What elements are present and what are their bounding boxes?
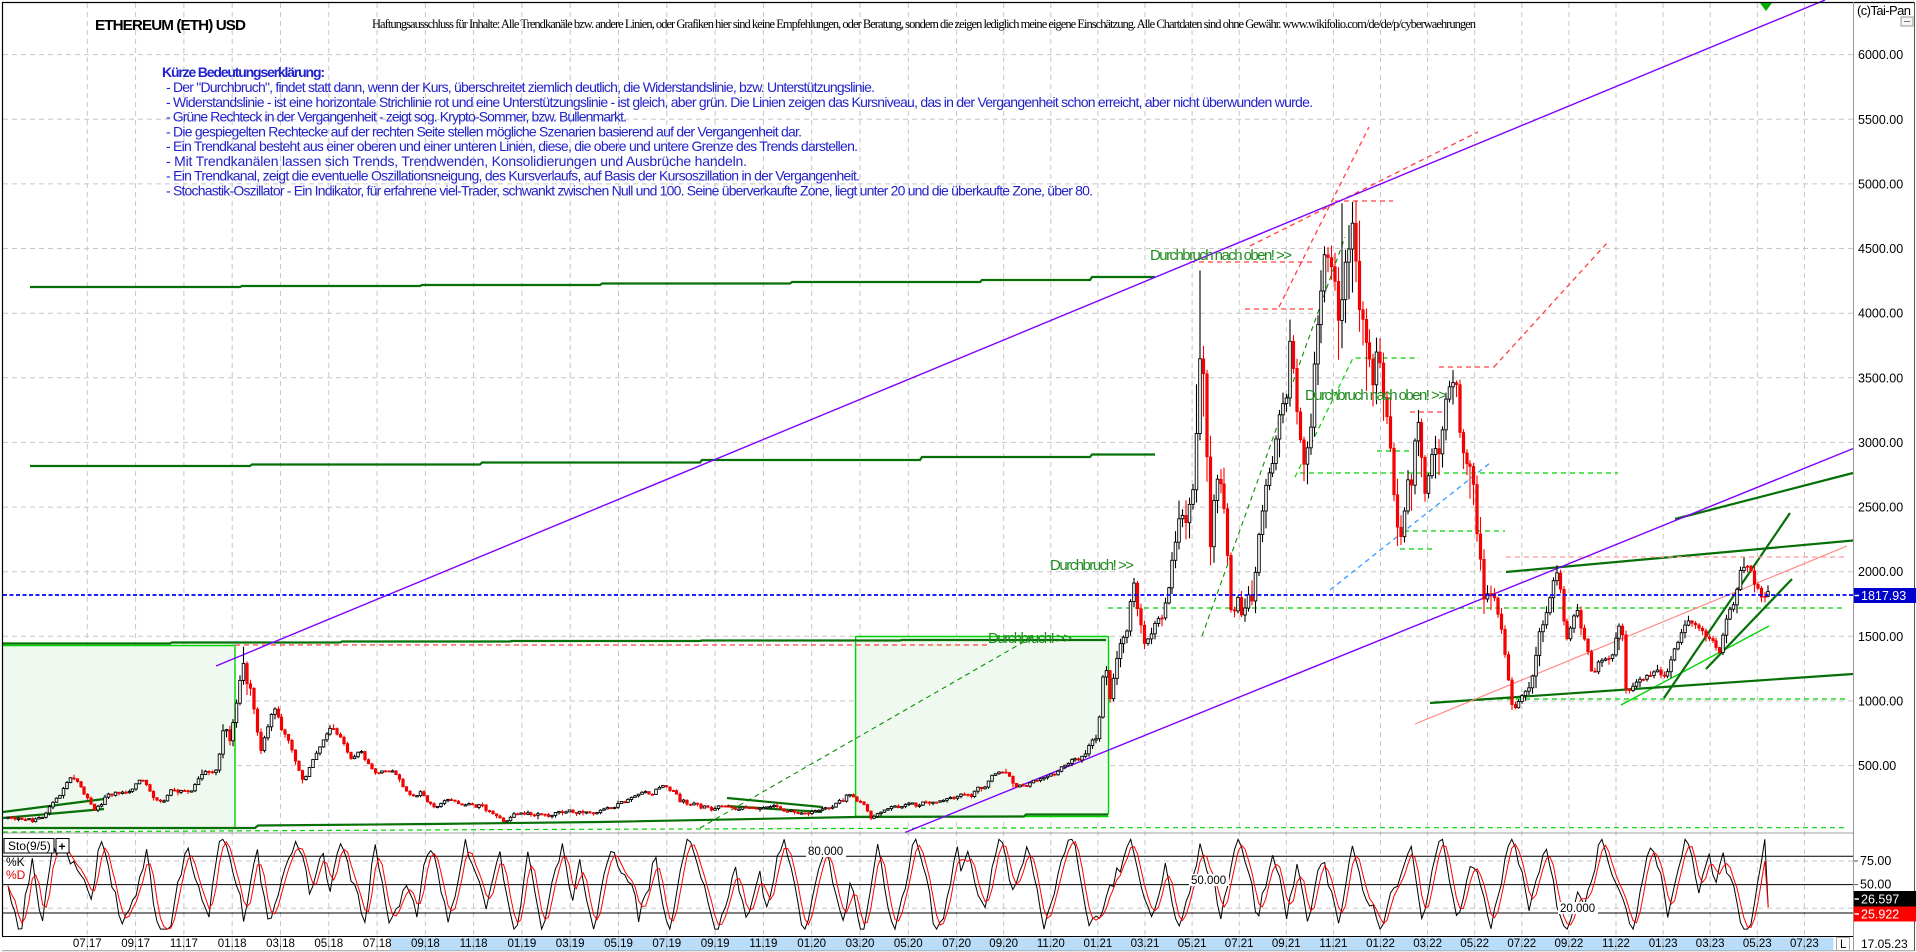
svg-text:+: +: [59, 840, 66, 854]
svg-text:5500.00: 5500.00: [1858, 113, 1903, 127]
svg-text:25.922: 25.922: [1861, 908, 1899, 922]
svg-text:75.00: 75.00: [1860, 854, 1891, 868]
svg-text:05.23: 05.23: [1743, 938, 1772, 950]
svg-text:(c)Tai-Pan: (c)Tai-Pan: [1857, 3, 1911, 18]
svg-text:1500.00: 1500.00: [1858, 630, 1903, 644]
svg-text:- Die gespiegelten Rechtecke a: - Die gespiegelten Rechtecke auf der rec…: [166, 124, 802, 140]
svg-text:05.22: 05.22: [1460, 938, 1489, 950]
svg-text:Durchbruch nach oben! >>: Durchbruch nach oben! >>: [1305, 387, 1447, 404]
svg-text:11.19: 11.19: [749, 938, 777, 950]
svg-text:4500.00: 4500.00: [1858, 242, 1903, 256]
svg-text:11.22: 11.22: [1602, 938, 1630, 950]
svg-text:01.20: 01.20: [797, 938, 826, 950]
svg-text:07.23: 07.23: [1790, 938, 1819, 950]
svg-text:- Widerstandslinie - ist eine: - Widerstandslinie - ist eine horizontal…: [166, 94, 1313, 110]
svg-text:3500.00: 3500.00: [1858, 371, 1903, 385]
svg-text:L: L: [1840, 939, 1847, 951]
svg-text:07.17: 07.17: [73, 938, 102, 950]
svg-text:01.23: 01.23: [1649, 938, 1678, 950]
svg-text:09.18: 09.18: [411, 938, 440, 950]
svg-text:09.22: 09.22: [1555, 938, 1584, 950]
svg-text:- Grüne Rechteck in der Vergan: - Grüne Rechteck in der Vergangenheit - …: [166, 109, 627, 125]
svg-text:11.21: 11.21: [1319, 938, 1347, 950]
svg-text:05.20: 05.20: [894, 938, 923, 950]
svg-text:07.18: 07.18: [363, 938, 392, 950]
svg-text:- Mit Trendkanälen lassen sich: - Mit Trendkanälen lassen sich Trends, T…: [166, 153, 747, 169]
svg-text:09.20: 09.20: [989, 938, 1018, 950]
svg-text:01.21: 01.21: [1084, 938, 1113, 950]
svg-text:%K: %K: [6, 855, 25, 869]
svg-text:26.597: 26.597: [1861, 893, 1899, 907]
svg-text:01.18: 01.18: [218, 938, 247, 950]
svg-text:05.19: 05.19: [604, 938, 633, 950]
svg-text:6000.00: 6000.00: [1858, 48, 1903, 62]
svg-text:01.19: 01.19: [508, 938, 537, 950]
svg-text:Sto(9/5): Sto(9/5): [8, 839, 51, 853]
svg-text:- Ein Trendkanal besteht aus e: - Ein Trendkanal besteht aus einer obere…: [166, 138, 858, 154]
svg-text:Durchbruch! >>: Durchbruch! >>: [1050, 557, 1134, 574]
svg-text:17.05.23: 17.05.23: [1861, 937, 1908, 951]
svg-text:07.19: 07.19: [652, 938, 681, 950]
svg-text:1817.93: 1817.93: [1861, 589, 1906, 603]
svg-text:03.20: 03.20: [846, 938, 875, 950]
svg-text:01.22: 01.22: [1366, 938, 1395, 950]
svg-text:20.000: 20.000: [1560, 903, 1595, 915]
svg-text:- Ein Trendkanal, zeigt die ev: - Ein Trendkanal, zeigt die eventuelle O…: [166, 168, 860, 184]
svg-text:%D: %D: [6, 868, 26, 882]
svg-text:3000.00: 3000.00: [1858, 436, 1903, 450]
svg-text:07.21: 07.21: [1225, 938, 1254, 950]
svg-text:50.00: 50.00: [1860, 878, 1891, 892]
svg-text:11.20: 11.20: [1037, 938, 1065, 950]
svg-text:11.17: 11.17: [170, 938, 198, 950]
svg-text:03.22: 03.22: [1413, 938, 1442, 950]
svg-text:11.18: 11.18: [460, 938, 488, 950]
svg-text:Haftungsausschluss für Inhalte: Haftungsausschluss für Inhalte: Alle Tre…: [372, 17, 1477, 31]
svg-text:80.000: 80.000: [808, 846, 843, 858]
svg-text:05.21: 05.21: [1178, 938, 1207, 950]
svg-text:Kürze Bedeutungserklärung:: Kürze Bedeutungserklärung:: [162, 64, 325, 80]
svg-text:- Der "Durchbruch", findet sta: - Der "Durchbruch", findet statt dann, w…: [166, 79, 875, 95]
svg-text:09.17: 09.17: [121, 938, 150, 950]
svg-text:- Stochastik-Oszillator - Ein: - Stochastik-Oszillator - Ein Indikator,…: [166, 183, 1093, 199]
svg-text:500.00: 500.00: [1858, 759, 1896, 773]
svg-text:03.18: 03.18: [266, 938, 295, 950]
svg-text:5000.00: 5000.00: [1858, 177, 1903, 191]
svg-text:09.21: 09.21: [1272, 938, 1301, 950]
svg-text:4000.00: 4000.00: [1858, 307, 1903, 321]
svg-text:03.23: 03.23: [1696, 938, 1725, 950]
svg-text:Durchbruch nach oben! >>: Durchbruch nach oben! >>: [1150, 247, 1292, 264]
svg-text:07.22: 07.22: [1507, 938, 1536, 950]
svg-text:2500.00: 2500.00: [1858, 501, 1903, 515]
svg-text:09.19: 09.19: [701, 938, 730, 950]
svg-text:05.18: 05.18: [314, 938, 343, 950]
svg-text:03.19: 03.19: [556, 938, 585, 950]
svg-text:2000.00: 2000.00: [1858, 565, 1903, 579]
svg-text:ETHEREUM (ETH) USD: ETHEREUM (ETH) USD: [95, 17, 246, 34]
svg-text:07.20: 07.20: [942, 938, 971, 950]
svg-text:Durchbruch! >>: Durchbruch! >>: [988, 630, 1072, 647]
svg-text:1000.00: 1000.00: [1858, 695, 1903, 709]
svg-text:50.000: 50.000: [1191, 875, 1226, 887]
svg-text:03.21: 03.21: [1131, 938, 1160, 950]
